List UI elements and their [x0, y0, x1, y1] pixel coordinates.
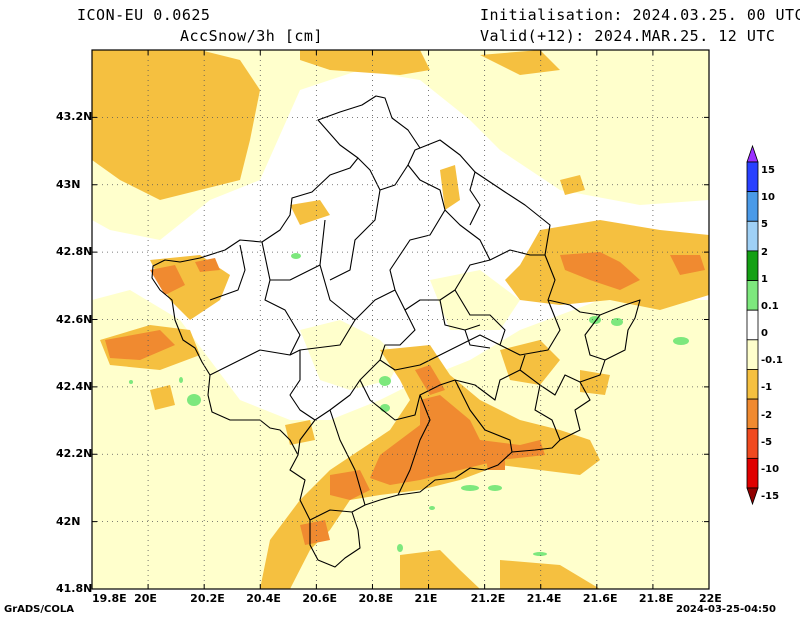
snow-field [92, 50, 709, 589]
axis-ticks [91, 50, 710, 590]
boundaries [151, 95, 641, 568]
model-title: ICON-EU 0.0625 [77, 6, 211, 24]
lon-tick-label: 21.4E [526, 592, 562, 605]
lon-tick-label: 20.2E [190, 592, 225, 605]
lat-tick-label: 42.6N [56, 312, 93, 326]
variable-title: AccSnow/3h [cm] [180, 27, 323, 45]
lon-tick-label: 20.6E [302, 592, 338, 605]
legend-label: 2 [761, 246, 768, 258]
valid-time: Valid(+12): 2024.MAR.25. 12 UTC [480, 27, 776, 45]
footer-software: GrADS/COLA [4, 604, 74, 615]
lon-tick-label: 20.8E [358, 592, 394, 605]
legend-label: 15 [761, 165, 775, 176]
legend-label: -10 [761, 463, 780, 475]
lat-tick-label: 43.2N [56, 110, 93, 124]
legend-label: -0.1 [761, 355, 783, 367]
legend-swatch [746, 369, 759, 400]
legend-label: 5 [761, 219, 768, 231]
lat-tick-label: 42.4N [56, 379, 93, 393]
lat-tick-label: 42.8N [56, 245, 93, 259]
legend-label: -2 [761, 409, 773, 421]
legend-swatch [746, 398, 759, 430]
lon-tick-label: 20E [134, 592, 157, 605]
lon-tick-label: 21E [414, 592, 438, 605]
legend-swatch [746, 161, 759, 193]
national-border [151, 95, 641, 568]
legend-label: -1 [761, 382, 773, 394]
lat-tick-label: 42.2N [56, 447, 93, 461]
legend-arrow-bottom [746, 487, 759, 506]
lat-tick-label: 41.8N [56, 582, 93, 595]
lon-tick-label: 19.8E [92, 592, 127, 605]
legend-swatch [746, 309, 759, 341]
lon-tick-label: 21.6E [582, 592, 618, 605]
legend-swatch [746, 220, 759, 252]
legend-label: -15 [761, 491, 780, 502]
lat-tick-label: 42N [56, 514, 81, 528]
legend-label: 0 [761, 328, 768, 339]
legend-swatch [746, 428, 759, 459]
legend-label: 0.1 [761, 300, 779, 312]
legend-label: 10 [761, 192, 775, 204]
legend-arrow-top [746, 144, 759, 163]
lon-tick-label: 21.8E [638, 592, 674, 605]
lon-tick-label: 22E [699, 592, 722, 605]
legend-swatch [746, 339, 759, 370]
init-time: Initialisation: 2024.03.25. 00 UTC [480, 6, 800, 24]
legend-swatch [746, 191, 759, 222]
legend-swatch [746, 280, 759, 311]
lat-tick-label: 43N [56, 177, 81, 191]
legend-swatch [746, 250, 759, 281]
field-orange [105, 252, 705, 545]
field-green [129, 253, 689, 556]
lon-tick-label: 21.2E [470, 592, 506, 605]
legend-label: 1 [761, 273, 768, 285]
legend-colorbar [746, 144, 759, 506]
legend-swatch [746, 457, 759, 489]
legend-label: -5 [761, 436, 773, 448]
footer-timestamp: 2024-03-25-04:50 [676, 604, 776, 615]
lon-tick-label: 20.4E [246, 592, 281, 605]
